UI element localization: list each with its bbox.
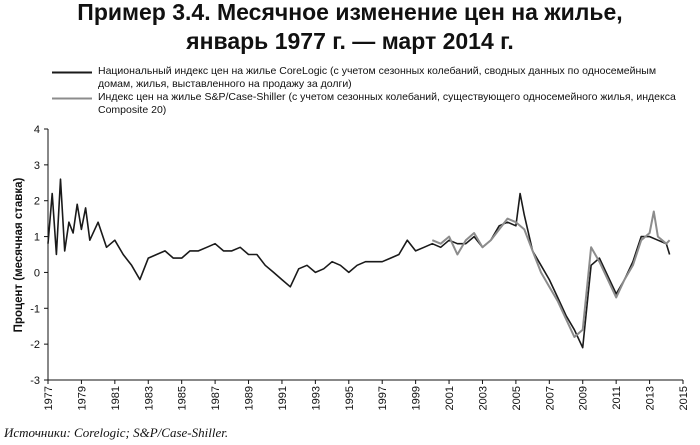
x-tick-label: 1991 <box>277 386 289 410</box>
y-tick-label: -2 <box>30 339 40 351</box>
x-tick-label: 2007 <box>544 386 556 410</box>
y-tick-label: 2 <box>34 196 40 208</box>
x-tick-label: 1999 <box>411 386 423 410</box>
x-tick-label: 2001 <box>444 386 456 410</box>
y-tick-label: 4 <box>34 124 40 136</box>
chart-title: январь 1977 г. — март 2014 г. <box>185 28 514 54</box>
x-tick-label: 1987 <box>210 386 222 410</box>
source: Источники: Corelogic; S&P/Case-Shiller. <box>4 425 229 440</box>
x-tick-label: 1979 <box>76 386 88 410</box>
y-tick-label: -3 <box>30 375 40 387</box>
y-tick-label: 3 <box>34 160 40 172</box>
x-tick-label: 2013 <box>645 386 657 410</box>
series-line <box>47 178 671 349</box>
x-tick-label: 2005 <box>511 386 523 410</box>
x-tick-label: 2011 <box>611 386 623 410</box>
x-tick-label: 1983 <box>143 386 155 410</box>
x-tick-label: 1977 <box>43 386 55 410</box>
legend-label: Индекс цен на жилье S&P/Case-Shiller (с … <box>98 91 676 116</box>
y-tick-label: -1 <box>30 303 40 315</box>
legend-label: Национальный индекс цен на жилье CoreLog… <box>98 65 657 90</box>
x-tick-label: 2015 <box>678 386 690 410</box>
x-tick-label: 1993 <box>310 386 322 410</box>
x-tick-label: 1995 <box>344 386 356 410</box>
y-tick-label: 0 <box>34 267 40 279</box>
x-tick-label: 1985 <box>177 386 189 410</box>
x-tick-label: 2003 <box>477 386 489 410</box>
y-axis-label: Процент (месячная ставка) <box>13 178 25 333</box>
y-tick-label: 1 <box>34 232 40 244</box>
chart-title: Пример 3.4. Месячное изменение цен на жи… <box>77 0 622 25</box>
x-tick-label: 1981 <box>110 386 122 410</box>
x-tick-label: 2009 <box>578 386 590 410</box>
x-tick-label: 1989 <box>244 386 256 410</box>
series-line <box>431 210 671 338</box>
x-tick-label: 1997 <box>377 386 389 410</box>
